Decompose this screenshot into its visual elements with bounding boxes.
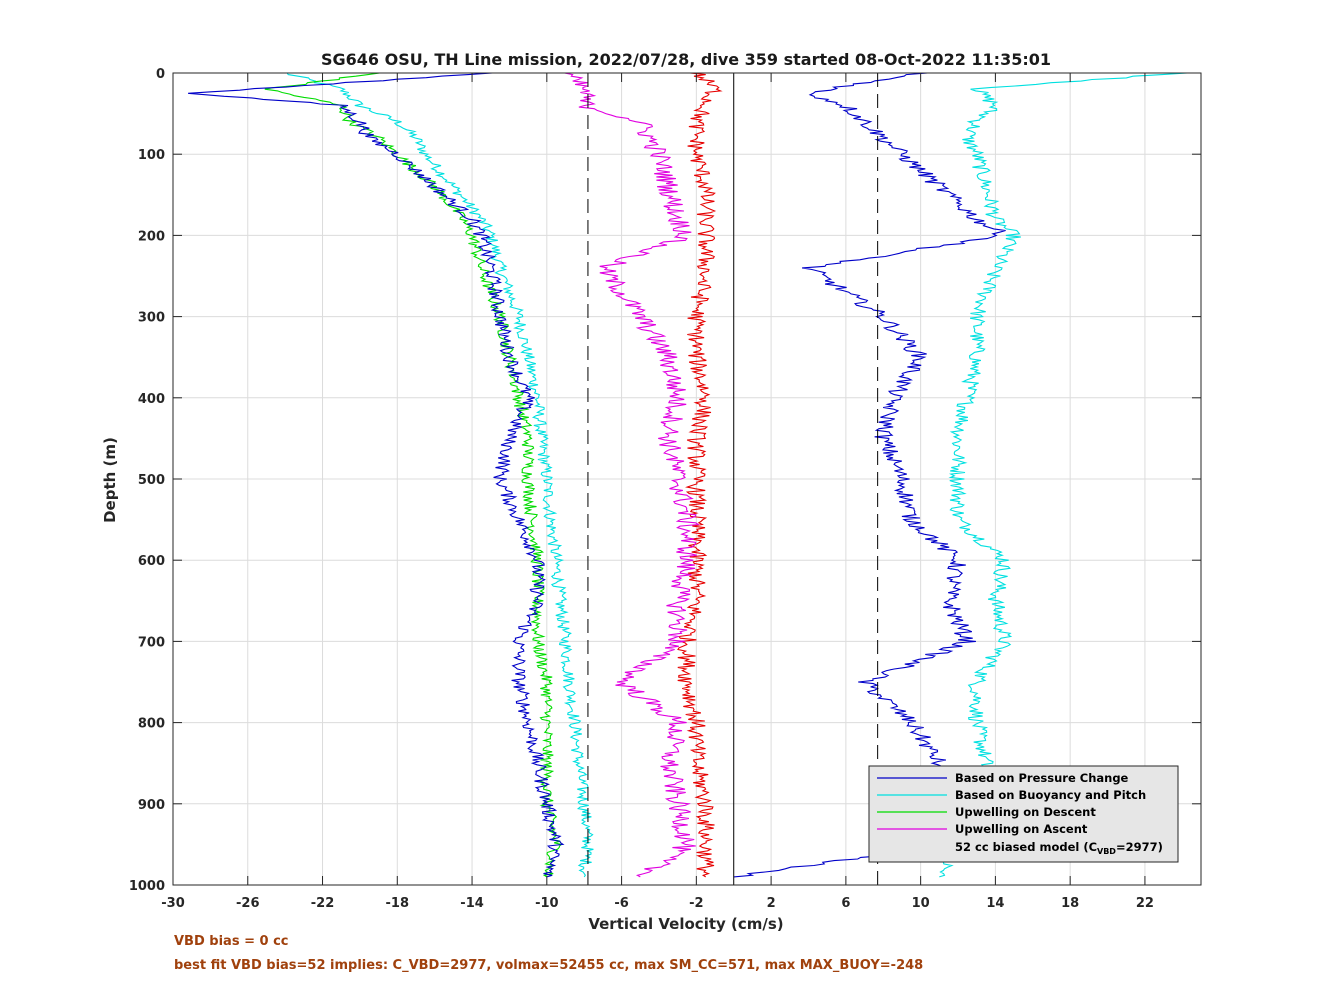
y-tick-label: 700 bbox=[138, 635, 165, 650]
y-tick-label: 300 bbox=[138, 311, 165, 326]
x-tick-label: -14 bbox=[460, 896, 484, 911]
series-layer bbox=[188, 72, 1188, 878]
legend-label: Upwelling on Ascent bbox=[955, 822, 1088, 836]
x-tick-label: -30 bbox=[161, 896, 185, 911]
x-tick-label: 10 bbox=[912, 896, 930, 911]
series-red-upwelling bbox=[677, 72, 723, 878]
axis-ticks: -30 -26 -22 -18 -14 -10 -6 -2 2 6 10 14 18 2201002003… bbox=[129, 67, 1201, 911]
legend: Based on Pressure Change Based on Buoyanc… bbox=[868, 765, 1179, 863]
y-tick-label: 1000 bbox=[129, 879, 165, 894]
x-tick-label: 14 bbox=[986, 896, 1004, 911]
y-tick-label: 600 bbox=[138, 554, 165, 569]
x-tick-label: -26 bbox=[236, 896, 260, 911]
x-tick-label: -22 bbox=[311, 896, 335, 911]
y-tick-label: 0 bbox=[156, 67, 165, 82]
y-tick-label: 800 bbox=[138, 717, 165, 732]
x-tick-label: -2 bbox=[689, 896, 703, 911]
x-tick-label: -18 bbox=[386, 896, 410, 911]
series-buoyancy-pitch-descent bbox=[286, 72, 594, 878]
x-tick-label: -6 bbox=[614, 896, 628, 911]
grid bbox=[172, 72, 1201, 886]
y-tick-label: 900 bbox=[138, 798, 165, 813]
x-tick-label: 18 bbox=[1061, 896, 1079, 911]
reference-lines bbox=[587, 73, 879, 885]
x-tick-label: 2 bbox=[767, 896, 776, 911]
series-buoyancy-pitch-ascent bbox=[939, 72, 1188, 878]
chart-title: SG646 OSU, TH Line mission, 2022/07/28, … bbox=[321, 50, 1051, 69]
x-tick-label: 6 bbox=[841, 896, 850, 911]
y-tick-label: 400 bbox=[138, 392, 165, 407]
legend-model-entry: 52 cc biased model (CVBD=2977) bbox=[955, 840, 1163, 856]
x-tick-label: -10 bbox=[535, 896, 559, 911]
y-axis-label: Depth (m) bbox=[101, 437, 119, 523]
series-upwelling-ascent bbox=[564, 72, 700, 878]
x-tick-label: 22 bbox=[1136, 896, 1154, 911]
x-axis-label: Vertical Velocity (cm/s) bbox=[588, 915, 783, 933]
series-pressure-change-ascent bbox=[733, 72, 1006, 878]
legend-label: Based on Pressure Change bbox=[955, 771, 1129, 785]
legend-label: Based on Buoyancy and Pitch bbox=[955, 788, 1146, 802]
best-fit-note: best fit VBD bias=52 implies: C_VBD=2977… bbox=[174, 958, 924, 973]
series-pressure-change-descent bbox=[188, 72, 565, 878]
y-tick-label: 500 bbox=[138, 473, 165, 488]
y-tick-label: 200 bbox=[138, 229, 165, 244]
legend-box bbox=[868, 765, 1179, 863]
legend-label: Upwelling on Descent bbox=[955, 805, 1096, 819]
y-tick-label: 100 bbox=[138, 148, 165, 163]
vbd-bias-note: VBD bias = 0 cc bbox=[174, 934, 289, 949]
series-upwelling-descent bbox=[264, 72, 563, 878]
